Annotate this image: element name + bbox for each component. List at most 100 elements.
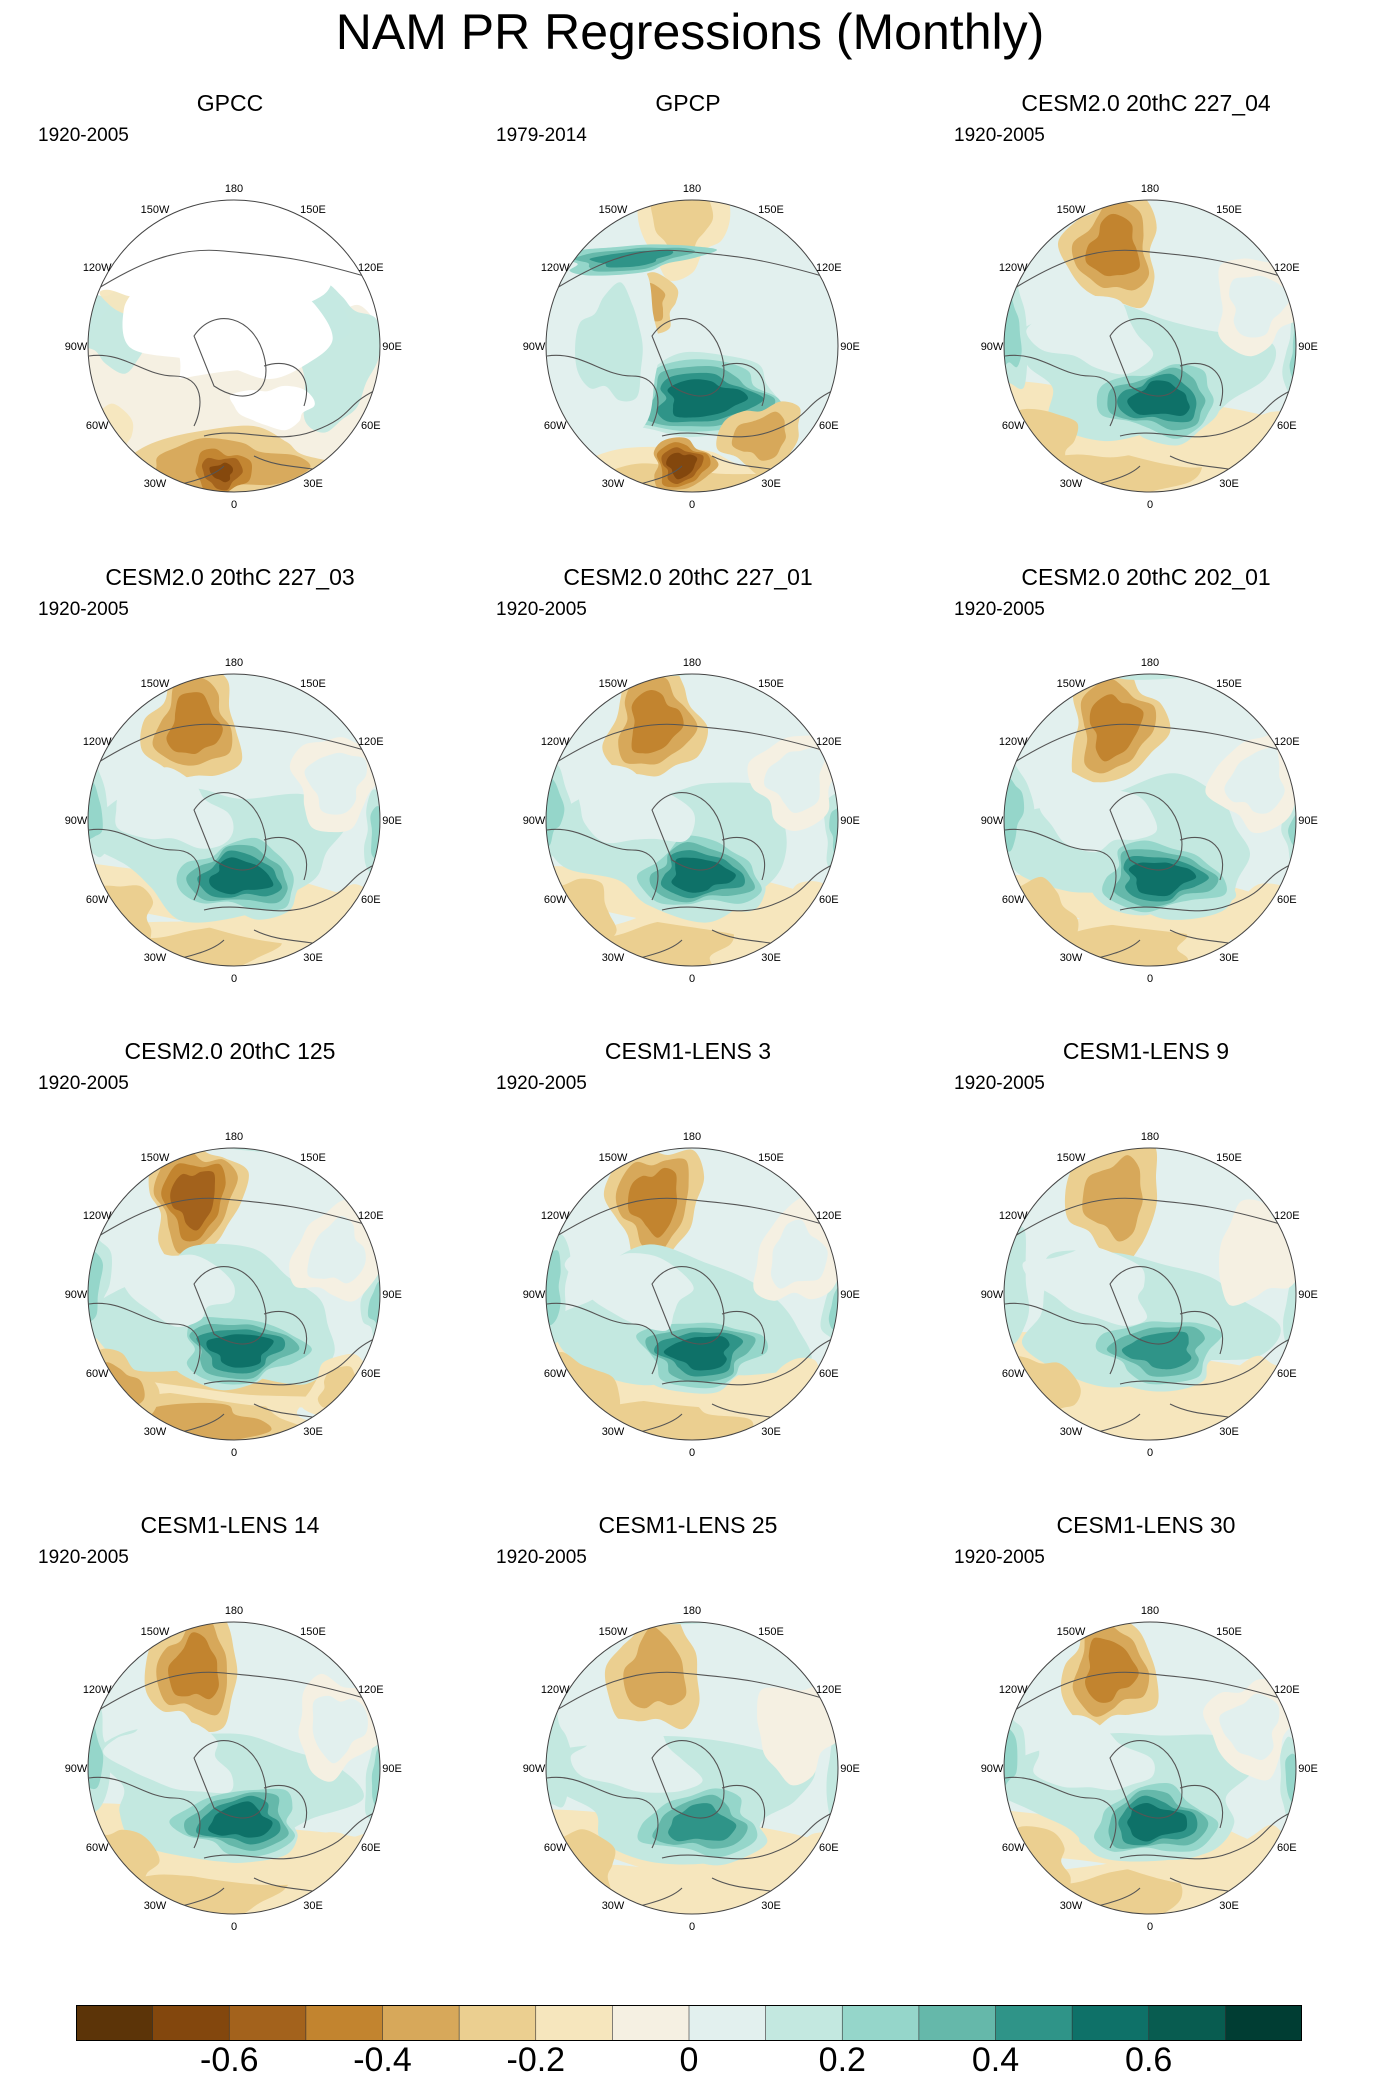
panel-years: 1920-2005 xyxy=(38,599,129,620)
coastline xyxy=(263,836,308,881)
longitude-label: 120E xyxy=(358,1210,384,1222)
coastline xyxy=(1119,1812,1291,1860)
coastline xyxy=(661,864,833,912)
longitude-label: 30E xyxy=(303,1426,323,1438)
longitude-label: 30W xyxy=(602,1426,625,1438)
coastline xyxy=(1109,1266,1183,1345)
polar-map: 180 150E 120E 90E 60E 30E 0 30W 60W 90W 120W 150W xyxy=(65,657,402,985)
longitude-label: 0 xyxy=(1147,499,1153,511)
coastline xyxy=(88,1776,201,1849)
longitude-label: 180 xyxy=(1141,1605,1159,1617)
contour-region xyxy=(166,692,223,754)
longitude-label: 120E xyxy=(358,262,384,274)
coastline xyxy=(1179,1784,1224,1829)
colorbar-swatch xyxy=(688,2005,767,2041)
colorbar-swatch xyxy=(765,2005,844,2041)
coastline xyxy=(203,390,375,438)
longitude-label: 60W xyxy=(1002,420,1025,432)
colorbar xyxy=(76,2005,1302,2041)
longitude-label: 180 xyxy=(1141,1131,1159,1143)
contour-region xyxy=(578,764,696,844)
contour-region xyxy=(823,790,838,875)
longitude-label: 120W xyxy=(541,1684,570,1696)
contour-region xyxy=(1224,747,1285,814)
coastline xyxy=(203,1812,375,1860)
longitude-label: 180 xyxy=(1141,183,1159,195)
contour-region xyxy=(826,1734,838,1829)
longitude-label: 30W xyxy=(144,478,167,490)
contour-region xyxy=(370,806,380,862)
contour-region xyxy=(367,1273,380,1333)
longitude-label: 0 xyxy=(1147,1447,1153,1459)
coastline xyxy=(651,1740,725,1819)
longitude-label: 30W xyxy=(144,1900,167,1912)
missing-data xyxy=(88,204,178,300)
colorbar-swatch xyxy=(1071,2005,1150,2041)
coastline xyxy=(661,390,833,438)
coastline xyxy=(1179,836,1224,881)
panel-years: 1920-2005 xyxy=(38,1547,129,1568)
contour-region xyxy=(570,1718,703,1793)
missing-data xyxy=(122,222,333,380)
contour-region xyxy=(161,1582,327,1613)
contour-region xyxy=(1128,862,1197,897)
longitude-label: 150W xyxy=(599,1626,628,1638)
panel-title: CESM2.0 20thC 125 xyxy=(124,1038,336,1064)
contour-region xyxy=(650,200,714,260)
contour-region xyxy=(1280,1736,1296,1827)
coastline xyxy=(1009,249,1281,292)
polar-map: 180 150E 120E 90E 60E 30E 0 30W 60W 90W 120W 150W xyxy=(981,1131,1318,1459)
coastline xyxy=(93,1197,365,1240)
contour-region xyxy=(208,1801,273,1838)
coastline xyxy=(1109,318,1183,397)
colorbar-tick-label: 0 xyxy=(679,2041,699,2079)
colorbar-swatch xyxy=(76,2005,154,2041)
longitude-label: 120W xyxy=(999,262,1028,274)
longitude-label: 60E xyxy=(1277,1842,1297,1854)
colorbar-swatch xyxy=(228,2005,307,2041)
contour-region xyxy=(170,1170,216,1231)
contour-region xyxy=(115,767,234,849)
coastline xyxy=(263,362,308,407)
contour-region xyxy=(1004,923,1189,966)
longitude-label: 150W xyxy=(599,678,628,690)
contour-region xyxy=(1022,1246,1148,1326)
coastline xyxy=(551,1197,823,1240)
panel-years: 1920-2005 xyxy=(38,1073,129,1094)
coastline xyxy=(661,1812,833,1860)
coastline xyxy=(546,1776,659,1849)
longitude-label: 90E xyxy=(1298,1763,1318,1775)
longitude-label: 30W xyxy=(144,952,167,964)
contour-region xyxy=(1285,1749,1296,1809)
panel-years: 1979-2014 xyxy=(496,125,587,146)
longitude-label: 0 xyxy=(689,973,695,985)
colorbar-swatch xyxy=(152,2005,231,2041)
polar-map: 180 150E 120E 90E 60E 30E 0 30W 60W 90W 120W 150W xyxy=(981,657,1318,985)
longitude-label: 150W xyxy=(599,1152,628,1164)
panel-title: CESM1-LENS 25 xyxy=(598,1512,778,1538)
longitude-label: 60W xyxy=(544,1368,567,1380)
panel-years: 1920-2005 xyxy=(38,125,129,146)
longitude-label: 0 xyxy=(231,499,237,511)
coastline xyxy=(1119,1338,1291,1386)
longitude-label: 150W xyxy=(1057,1152,1086,1164)
longitude-label: 30E xyxy=(303,1900,323,1912)
coastline xyxy=(93,1671,365,1714)
longitude-label: 150W xyxy=(141,204,170,216)
contour-region xyxy=(757,1684,838,1786)
longitude-label: 180 xyxy=(225,1131,243,1143)
polar-map: 180 150E 120E 90E 60E 30E 0 30W 60W 90W 120W 150W xyxy=(981,183,1318,511)
colorbar-swatch xyxy=(612,2005,690,2041)
longitude-label: 90E xyxy=(382,341,402,353)
contour-region xyxy=(1004,778,1025,852)
longitude-label: 0 xyxy=(231,1921,237,1933)
longitude-label: 60W xyxy=(1002,1368,1025,1380)
longitude-label: 120E xyxy=(816,736,842,748)
map-panel: CESM2.0 20thC 125 1920-2005 180 150E 120E 90E… xyxy=(0,1038,460,1512)
polar-map: 180 150E 120E 90E 60E 30E 0 30W 60W 90W 120W 150W xyxy=(523,183,860,511)
polar-map: 180 150E 120E 90E 60E 30E 0 30W 60W 90W 120W 150W xyxy=(65,183,402,511)
map-panel: CESM2.0 20thC 202_01 1920-2005 180 150E 120E… xyxy=(916,564,1376,1038)
coastline xyxy=(1009,1671,1281,1714)
contour-region xyxy=(111,1244,235,1327)
coastline xyxy=(651,792,725,871)
